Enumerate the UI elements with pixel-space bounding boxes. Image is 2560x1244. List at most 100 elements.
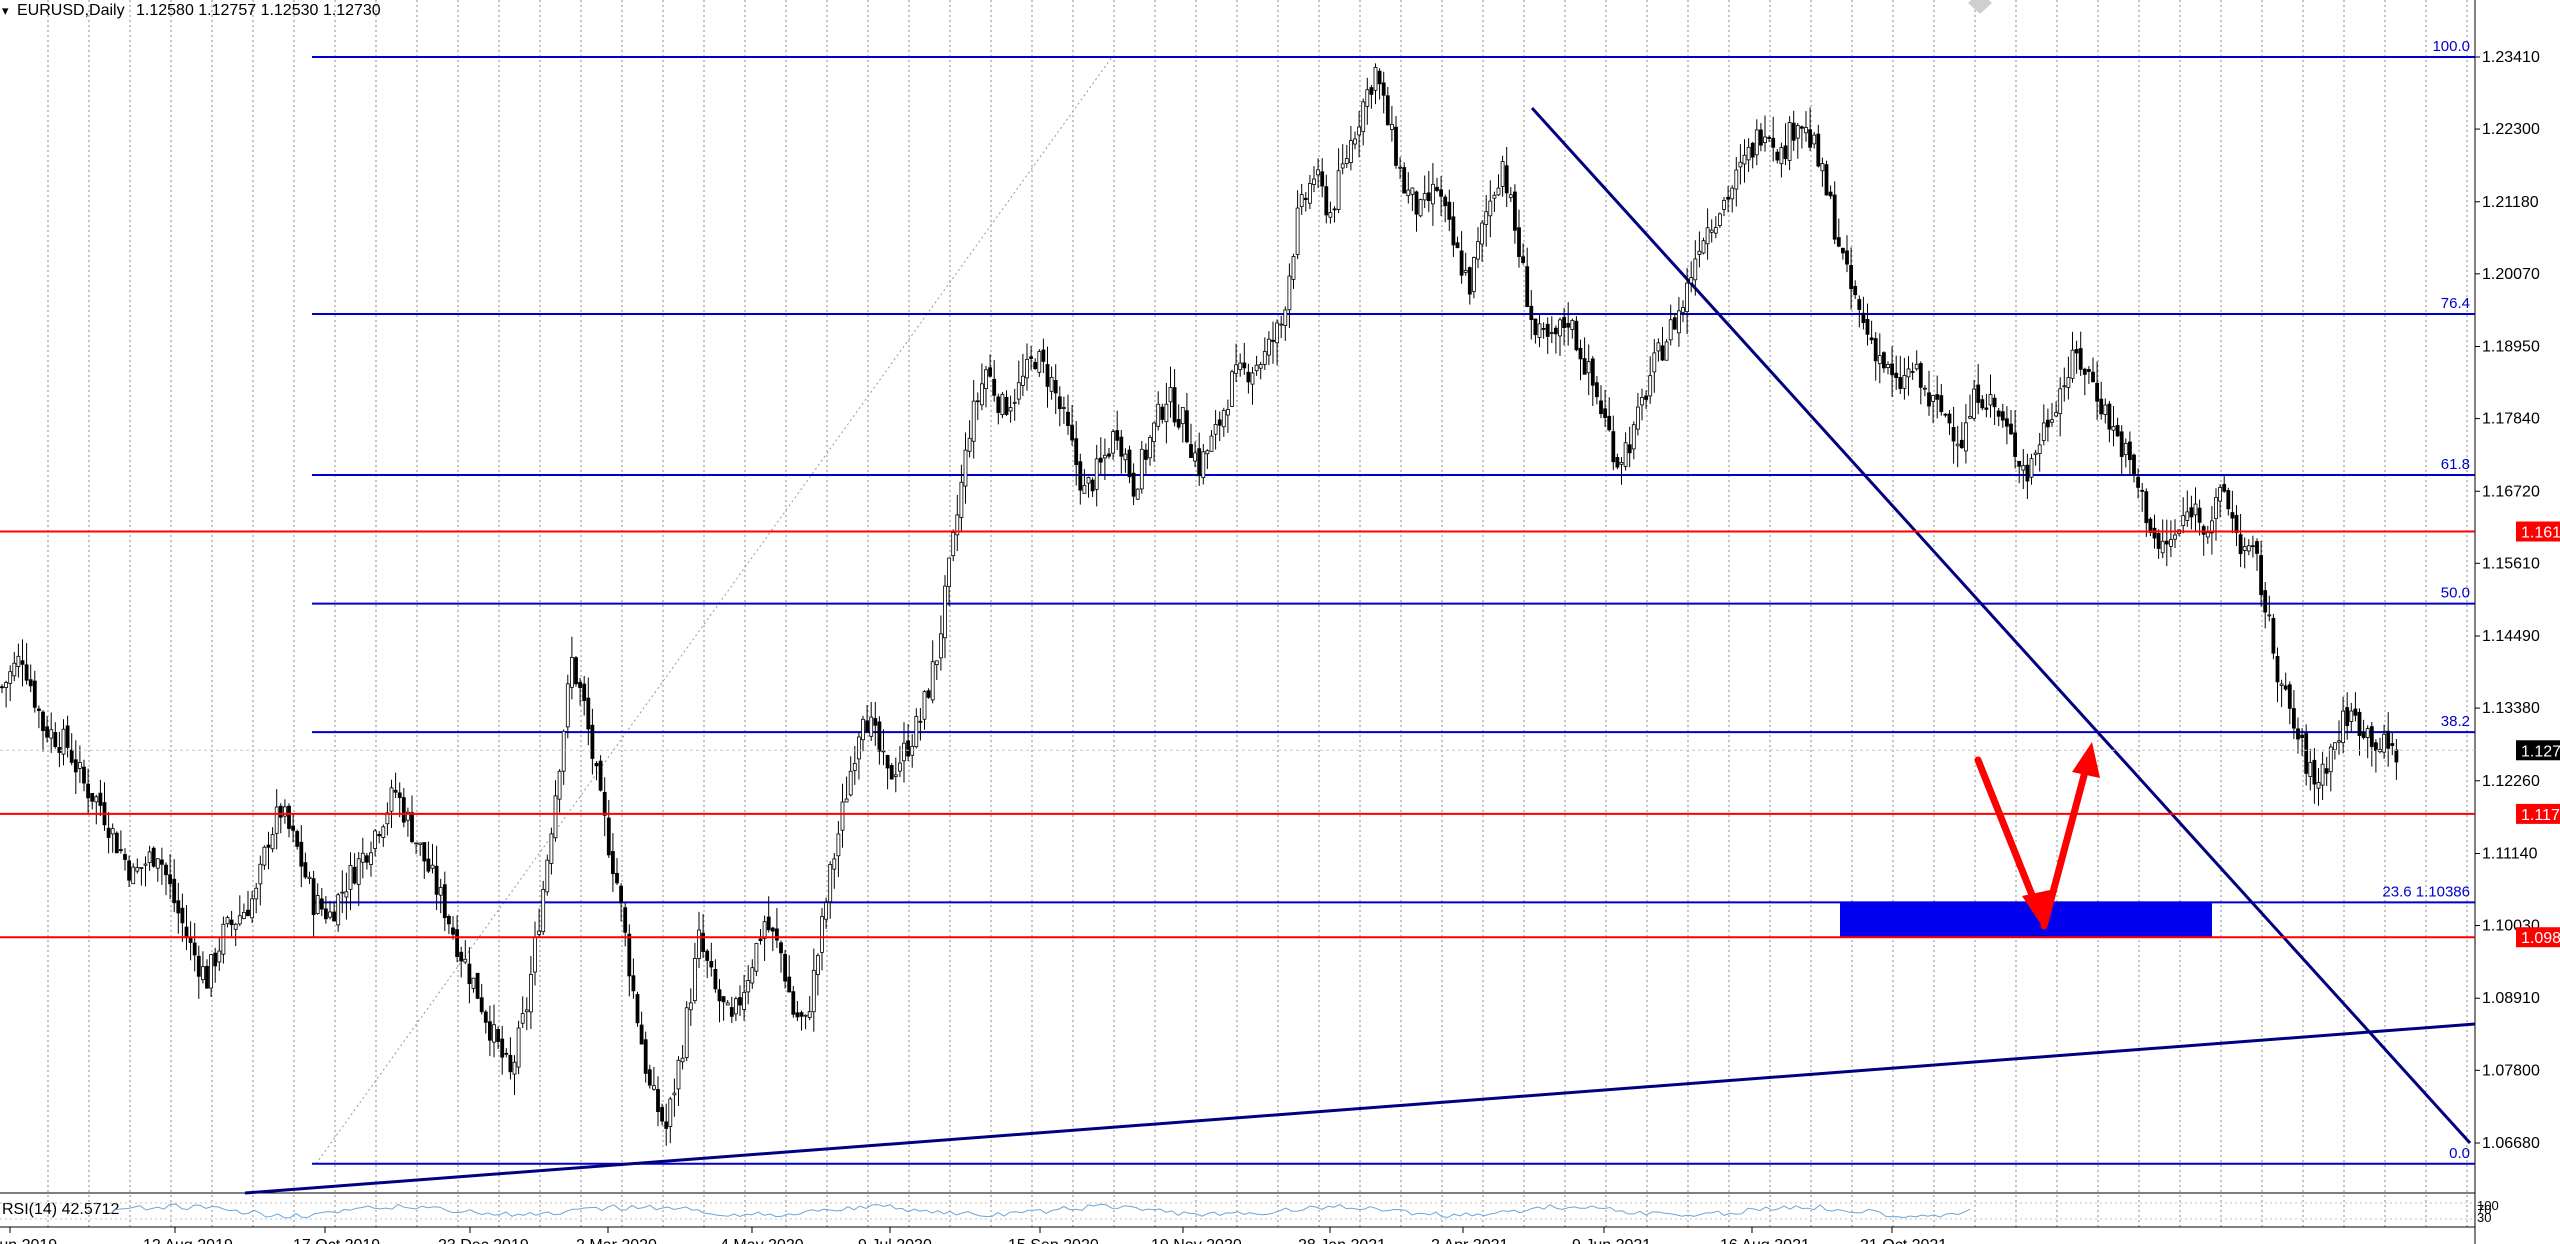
candle-body	[1439, 189, 1443, 197]
candle-body	[1303, 197, 1308, 201]
price-axis: 1.23410 1.22300 1.21180 1.20070 1.18950 1.178…	[2475, 49, 2560, 1152]
candle-body	[2337, 740, 2341, 743]
candle-body	[61, 728, 66, 755]
candle-body	[1062, 407, 1066, 409]
candle-body	[1746, 146, 1751, 161]
up-arrow-shaft[interactable]	[2040, 764, 2090, 930]
shift-marker-icon[interactable]	[1968, 0, 1992, 14]
candle-body	[1406, 189, 1411, 197]
candle-body	[356, 858, 361, 885]
candle-body	[717, 989, 722, 1002]
price-tick-label: 1.20070	[2482, 266, 2540, 283]
candle-body	[594, 762, 599, 767]
candle-body	[1603, 408, 1607, 418]
candle-body	[397, 792, 402, 798]
candle-body	[1066, 411, 1070, 426]
candle-body	[2029, 458, 2034, 478]
candle-body	[1103, 454, 1107, 459]
candle-body	[385, 812, 390, 825]
candle-body	[1754, 129, 1759, 156]
candle-body	[885, 755, 890, 769]
candle-body	[889, 765, 894, 780]
ascending-trendline[interactable]	[244, 1022, 2476, 1195]
candle-body	[352, 866, 357, 884]
candle-body	[1426, 192, 1431, 202]
candle-body	[1701, 240, 1706, 254]
candle-body	[2070, 349, 2075, 379]
candle-body	[1004, 397, 1009, 415]
candle-body	[291, 825, 296, 831]
candle-body	[2312, 759, 2317, 785]
candle-body	[1504, 165, 1509, 194]
candle-body	[1041, 349, 1046, 362]
candle-body	[2193, 503, 2198, 516]
candle-body	[94, 796, 99, 803]
candle-body	[668, 1098, 673, 1127]
candle-body	[2046, 419, 2050, 428]
candle-body	[2328, 746, 2333, 773]
candle-body	[0, 686, 4, 689]
candle-body	[4, 682, 8, 688]
horizontal-levels[interactable]	[0, 530, 2475, 939]
candle-body	[524, 1009, 529, 1013]
time-tick-label: 15 Sep 2020	[1008, 1237, 1099, 1244]
candle-body	[1590, 358, 1595, 386]
menu-toggle-icon[interactable]: ▾	[2, 3, 9, 18]
candle-body	[69, 749, 74, 763]
candle-body	[438, 887, 443, 896]
trendlines[interactable]	[244, 106, 2476, 1195]
candle-body	[1873, 338, 1878, 362]
candle-body	[1668, 319, 1673, 341]
up-arrow-head[interactable]	[2072, 742, 2100, 778]
time-tick-label: 4 May 2020	[720, 1237, 804, 1244]
candle-body	[930, 661, 935, 701]
candle-body	[1279, 323, 1284, 326]
candle-body	[1476, 241, 1480, 260]
candle-body	[1119, 436, 1124, 457]
candle-body	[192, 942, 197, 956]
candle-body	[2074, 348, 2079, 354]
candle-body	[877, 721, 882, 752]
candle-body	[41, 711, 45, 731]
candle-body	[2144, 491, 2149, 524]
forecast-arrows[interactable]	[1974, 742, 2100, 930]
down-arrow-shaft[interactable]	[1974, 756, 2040, 909]
candle-body	[1525, 266, 1530, 307]
candle-body	[2332, 742, 2337, 751]
candle-body	[1189, 444, 1193, 458]
candle-body	[2066, 377, 2071, 388]
price-tick-label: 1.21180	[2482, 194, 2539, 211]
candle-body	[643, 1039, 648, 1074]
candle-body	[828, 864, 833, 903]
fibonacci-retracement[interactable]: 100.0 76.4 61.8 50.0 38.2 23.6 1.10386 0.0	[312, 38, 2475, 1165]
candle-body	[2103, 404, 2108, 415]
candle-body	[2275, 656, 2280, 683]
demand-zone[interactable]	[1840, 902, 2212, 938]
price-tick-label: 1.17840	[2482, 411, 2540, 428]
candle-body	[754, 943, 759, 972]
candle-body	[1455, 242, 1460, 249]
candle-body	[709, 961, 714, 968]
time-tick-label: 28 Jan 2021	[1298, 1237, 1386, 1244]
candle-body	[1808, 129, 1812, 148]
descending-trendline[interactable]	[1530, 106, 2472, 1145]
candle-body	[1324, 186, 1329, 216]
candle-body	[1250, 372, 1255, 385]
candle-body	[1718, 213, 1722, 226]
candle-body	[2320, 763, 2325, 786]
candle-body	[369, 852, 373, 865]
candle-body	[992, 378, 997, 396]
candle-body	[2082, 368, 2087, 375]
zone-rect[interactable]	[1840, 902, 2212, 938]
candle-body	[1656, 342, 1661, 352]
candle-body	[405, 811, 410, 821]
candle-body	[1582, 358, 1587, 375]
fib-level-label: 100.0	[2432, 38, 2470, 55]
ohlc-readout: 1.12580 1.12757 1.12530 1.12730	[136, 2, 381, 19]
candle-body	[1549, 332, 1554, 334]
candle-body	[2005, 418, 2009, 427]
candle-body	[1312, 178, 1316, 185]
candle-body	[266, 844, 271, 848]
